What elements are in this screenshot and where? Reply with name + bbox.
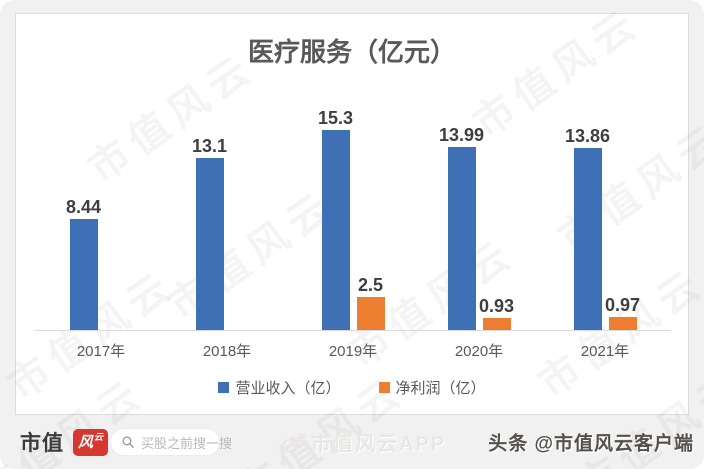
legend-item-revenue: 营业收入（亿）: [218, 377, 341, 398]
bar-revenue-2018年: [195, 158, 224, 330]
footer-bar: 市值 风 云 买股之前搜一搜: [0, 415, 704, 469]
bar-profit-2019年: [356, 297, 385, 330]
value-label-revenue-2021年: 13.86: [564, 126, 611, 146]
x-axis-label: 2021年: [580, 343, 630, 360]
value-label-profit-2021年: 0.97: [604, 295, 641, 315]
value-label-revenue-2017年: 8.44: [65, 197, 102, 217]
x-axis-line: [35, 330, 671, 331]
legend-item-profit: 净利润（亿）: [378, 377, 486, 398]
logo-char-yun: 云: [94, 431, 104, 442]
chart-legend: 营业收入（亿） 净利润（亿）: [15, 377, 689, 398]
chart-title: 医疗服务（亿元）: [247, 37, 456, 67]
fengyun-logo-icon: 风 云: [73, 428, 108, 456]
legend-label-profit: 净利润（亿）: [395, 380, 486, 397]
weibo-icon: [281, 431, 305, 453]
app-watermark: 市值风云APP: [281, 428, 446, 457]
value-label-profit-2019年: 2.5: [357, 275, 384, 295]
social-handle: 头条 @市值风云客户端: [488, 433, 694, 455]
bar-profit-2021年: [608, 317, 637, 330]
logo-char-feng: 风: [77, 433, 93, 451]
brand-name: 市值: [20, 432, 64, 455]
search-input[interactable]: 买股之前搜一搜: [110, 428, 232, 456]
x-axis-label: 2017年: [76, 343, 126, 360]
value-label-revenue-2020年: 13.99: [438, 125, 485, 145]
x-axis-label: 2019年: [328, 343, 378, 360]
legend-swatch-revenue: [218, 382, 230, 393]
x-axis-label: 2018年: [202, 343, 252, 360]
search-icon: [121, 435, 135, 449]
value-label-revenue-2019年: 15.3: [317, 108, 354, 128]
value-label-profit-2020年: 0.93: [478, 296, 515, 316]
bar-revenue-2017年: [69, 219, 98, 330]
search-placeholder: 买股之前搜一搜: [141, 435, 233, 451]
legend-swatch-profit: [378, 382, 390, 393]
bar-revenue-2020年: [447, 147, 476, 330]
bar-revenue-2021年: [573, 148, 602, 330]
brand: 市值 风 云: [20, 427, 108, 457]
value-label-revenue-2018年: 13.1: [191, 136, 228, 156]
bar-chart: 医疗服务（亿元） 营业收入（亿） 净利润（亿） 2017年 8.44 2018年 13.…: [15, 13, 689, 415]
bar-profit-2020年: [482, 318, 511, 330]
x-axis-label: 2020年: [454, 343, 504, 360]
app-watermark-text: 市值风云APP: [311, 433, 447, 456]
legend-label-revenue: 营业收入（亿）: [235, 380, 341, 397]
bar-revenue-2019年: [321, 130, 350, 330]
